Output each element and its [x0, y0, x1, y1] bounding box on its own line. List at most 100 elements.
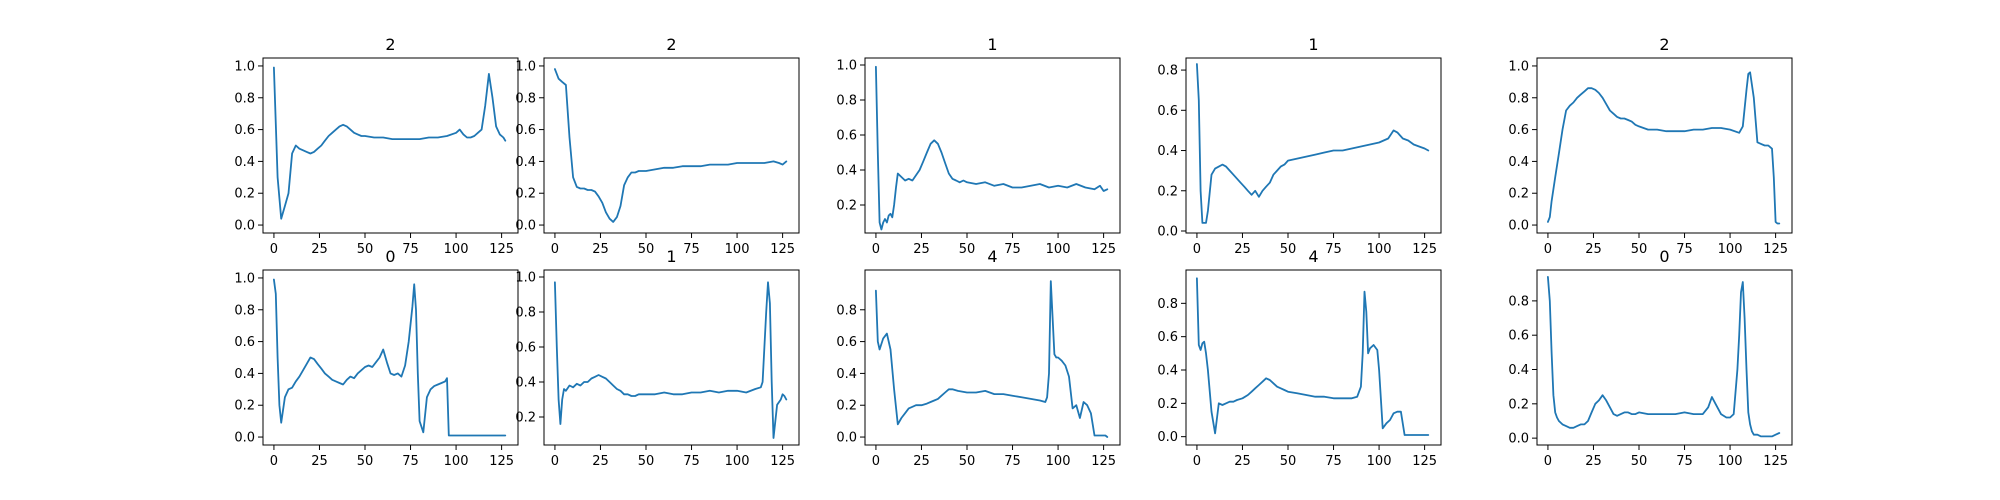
axes-frame — [864, 57, 1121, 234]
y-tick-label: 0.4 — [234, 367, 255, 382]
y-tick-label: 0.2 — [1508, 397, 1529, 412]
x-tick-label: 0 — [551, 242, 559, 257]
subplot-title: 0 — [1659, 247, 1669, 266]
y-tick-label: 0.8 — [836, 303, 857, 318]
axes-frame — [864, 269, 1121, 446]
y-tick-label: 0.0 — [515, 219, 536, 234]
subplot-8: 4 0 25 50 75 100 125 0.0 0.2 0.4 0.6 0.8 — [836, 247, 1121, 469]
y-tick-label: 0.2 — [1157, 397, 1178, 412]
subplot-4: 1 0 25 50 75 100 125 0.0 0.2 0.4 0.6 0.8 — [1157, 35, 1442, 257]
axes-frame — [543, 269, 800, 446]
x-tick-label: 25 — [592, 454, 609, 469]
x-tick-label: 75 — [1676, 454, 1693, 469]
x-tick-label: 50 — [357, 242, 374, 257]
y-tick-label: 0.2 — [1508, 187, 1529, 202]
y-tick-label: 1.0 — [1508, 59, 1529, 74]
x-tick-label: 50 — [1280, 242, 1297, 257]
y-tick-label: 0.6 — [234, 123, 255, 138]
y-tick-label: 0.4 — [515, 376, 536, 391]
x-tick-label: 100 — [1046, 454, 1071, 469]
x-tick-label: 25 — [1585, 454, 1602, 469]
x-tick-label: 75 — [1325, 242, 1342, 257]
subplot-title: 2 — [666, 35, 676, 54]
y-tick-label: 0.6 — [836, 335, 857, 350]
y-tick-label: 0.4 — [836, 367, 857, 382]
axes-frame — [1536, 57, 1793, 234]
y-tick-label: 0.6 — [1508, 329, 1529, 344]
y-tick-label: 0.8 — [515, 91, 536, 106]
x-tick-label: 75 — [683, 242, 700, 257]
series-line — [1196, 63, 1430, 224]
axes-frame — [543, 57, 800, 234]
x-tick-label: 25 — [592, 242, 609, 257]
y-tick-label: 1.0 — [836, 59, 857, 74]
subplot-title: 4 — [1308, 247, 1318, 266]
x-tick-label: 75 — [1004, 454, 1021, 469]
y-tick-label: 1.0 — [234, 271, 255, 286]
x-tick-label: 50 — [959, 242, 976, 257]
series-line — [875, 65, 1109, 231]
y-tick-label: 0.6 — [515, 123, 536, 138]
subplot-9: 4 0 25 50 75 100 125 0.0 0.2 0.4 0.6 0.8 — [1157, 247, 1442, 469]
y-tick-label: 0.8 — [1157, 297, 1178, 312]
subplot-7: 1 0 25 50 75 100 125 0.2 0.4 0.6 0.8 1.0 — [515, 247, 800, 469]
series-line — [1547, 276, 1781, 438]
subplot-title: 2 — [385, 35, 395, 54]
series-line — [554, 68, 788, 223]
x-tick-label: 100 — [1367, 454, 1392, 469]
y-tick-label: 0.4 — [1157, 144, 1178, 159]
y-tick-label: 0.0 — [234, 431, 255, 446]
y-tick-label: 0.8 — [1508, 91, 1529, 106]
x-tick-label: 100 — [1367, 242, 1392, 257]
x-tick-label: 75 — [683, 454, 700, 469]
axes-frame — [1185, 57, 1442, 234]
y-tick-label: 0.2 — [836, 199, 857, 214]
x-tick-label: 100 — [444, 242, 469, 257]
y-tick-label: 0.4 — [1508, 155, 1529, 170]
x-tick-label: 100 — [725, 454, 750, 469]
series-line — [273, 278, 507, 437]
subplot-title: 2 — [1659, 35, 1669, 54]
series-line — [1196, 277, 1430, 436]
subplot-title: 0 — [385, 247, 395, 266]
subplot-title: 1 — [987, 35, 997, 54]
x-tick-label: 125 — [489, 242, 514, 257]
x-tick-label: 125 — [1412, 454, 1437, 469]
y-tick-label: 0.8 — [836, 94, 857, 109]
subplot-10: 0 0 25 50 75 100 125 0.0 0.2 0.4 0.6 0.8 — [1508, 247, 1793, 469]
series-line — [273, 66, 507, 220]
y-tick-label: 0.4 — [515, 155, 536, 170]
x-tick-label: 75 — [402, 454, 419, 469]
axes-frame — [1185, 269, 1442, 446]
x-tick-label: 125 — [1763, 454, 1788, 469]
series-line — [875, 280, 1109, 438]
y-tick-label: 0.6 — [1508, 123, 1529, 138]
x-tick-label: 0 — [872, 454, 880, 469]
y-tick-label: 0.0 — [1157, 224, 1178, 239]
x-tick-label: 100 — [725, 242, 750, 257]
subplot-title: 1 — [666, 247, 676, 266]
x-tick-label: 25 — [913, 454, 930, 469]
subplot-3: 1 0 25 50 75 100 125 0.2 0.4 0.6 0.8 1.0 — [836, 35, 1121, 257]
x-tick-label: 125 — [1412, 242, 1437, 257]
x-tick-label: 75 — [1325, 454, 1342, 469]
subplot-5: 2 0 25 50 75 100 125 0.0 0.2 0.4 0.6 0.8 1.0 — [1508, 35, 1793, 257]
axes-frame — [262, 269, 519, 446]
y-tick-label: 0.4 — [1157, 364, 1178, 379]
series-line — [1547, 71, 1781, 225]
x-tick-label: 100 — [1718, 454, 1743, 469]
subplot-title: 4 — [987, 247, 997, 266]
y-tick-label: 1.0 — [515, 59, 536, 74]
y-tick-label: 0.2 — [515, 187, 536, 202]
y-tick-label: 0.4 — [836, 164, 857, 179]
y-tick-label: 0.0 — [836, 431, 857, 446]
x-tick-label: 75 — [1676, 242, 1693, 257]
subplot-title: 1 — [1308, 35, 1318, 54]
y-tick-label: 0.2 — [836, 399, 857, 414]
x-tick-label: 50 — [638, 242, 655, 257]
x-tick-label: 125 — [1763, 242, 1788, 257]
x-tick-label: 50 — [1280, 454, 1297, 469]
x-tick-label: 100 — [444, 454, 469, 469]
x-tick-label: 125 — [770, 454, 795, 469]
